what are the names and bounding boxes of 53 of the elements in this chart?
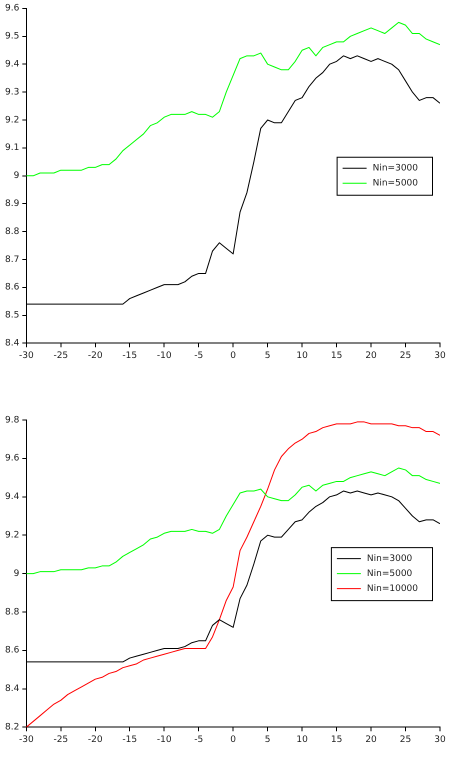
x-tick-label: 25 (400, 350, 412, 361)
y-tick-label: 9.6 (4, 4, 20, 14)
x-tick-label: 25 (400, 734, 412, 745)
x-tick-label: -30 (18, 734, 34, 745)
x-tick-label: -30 (18, 350, 34, 361)
x-tick-label: 5 (264, 350, 270, 361)
x-tick-label: 0 (230, 350, 236, 361)
y-tick-label: 9.8 (4, 415, 20, 426)
y-tick-label: 9 (14, 568, 20, 579)
x-tick-label: -5 (194, 350, 204, 361)
y-tick-label: 9.3 (4, 87, 20, 98)
y-tick-label: 8.2 (4, 722, 20, 733)
y-tick-label: 8.8 (4, 226, 20, 237)
x-tick-label: -15 (122, 734, 138, 745)
x-tick-label: -15 (122, 350, 138, 361)
y-tick-label: 9.2 (4, 530, 20, 541)
y-tick-label: 8.6 (4, 646, 20, 656)
x-tick-label: 15 (330, 734, 342, 745)
y-tick-label: 8.9 (4, 199, 20, 210)
x-tick-label: 10 (296, 734, 308, 745)
x-tick-label: 20 (365, 350, 378, 361)
x-tick-label: 0 (230, 734, 236, 745)
x-tick-label: -10 (156, 734, 172, 745)
x-tick-label: 20 (365, 734, 378, 745)
x-tick-label: 15 (330, 350, 342, 361)
y-tick-label: 8.8 (4, 607, 20, 618)
y-tick-label: 9.4 (4, 60, 20, 70)
x-tick-label: -25 (53, 350, 68, 361)
x-tick-label: 30 (434, 734, 446, 745)
legend-label: Nin=5000 (366, 568, 413, 579)
x-tick-label: -10 (156, 350, 172, 361)
y-tick-label: 8.6 (4, 282, 20, 293)
x-tick-label: 30 (434, 350, 446, 361)
legend-label: Nin=10000 (366, 584, 418, 594)
y-tick-label: 9.5 (4, 32, 20, 42)
x-tick-label: -20 (88, 734, 103, 745)
legend-label: Nin=3000 (372, 164, 418, 174)
x-tick-label: 5 (264, 734, 270, 745)
x-tick-label: 10 (296, 350, 308, 361)
x-tick-label: -25 (53, 734, 68, 745)
y-tick-label: 9 (14, 171, 20, 182)
y-tick-label: 8.4 (4, 338, 20, 349)
y-tick-label: 8.5 (4, 310, 20, 321)
legend-label: Nin=3000 (366, 554, 413, 564)
y-tick-label: 9.1 (4, 143, 20, 154)
y-tick-label: 8.7 (4, 254, 20, 265)
y-tick-label: 9.4 (4, 492, 20, 502)
y-tick-label: 8.4 (4, 684, 20, 694)
legend-label: Nin=5000 (372, 178, 418, 189)
x-tick-label: -20 (88, 350, 103, 361)
y-tick-label: 9.6 (4, 454, 20, 464)
y-tick-label: 9.2 (4, 115, 20, 126)
x-tick-label: -5 (194, 734, 204, 745)
